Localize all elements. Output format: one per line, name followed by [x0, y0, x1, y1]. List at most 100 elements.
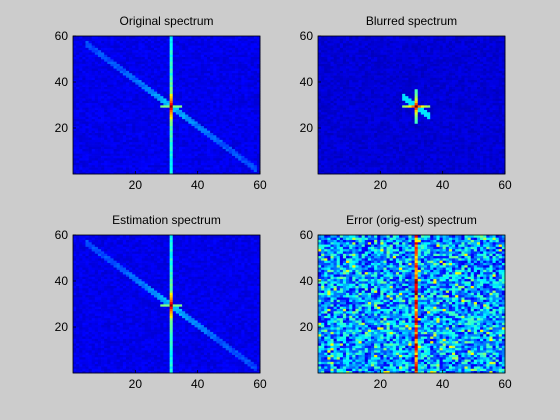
heatmap-cell — [163, 155, 167, 159]
heatmap-cell — [241, 59, 245, 62]
heatmap-cell — [191, 162, 195, 166]
heatmap-cell — [364, 167, 369, 170]
heatmap-cell — [349, 146, 353, 150]
heatmap-cell — [225, 98, 230, 101]
heatmap-cell — [110, 65, 114, 69]
heatmap-cell — [150, 75, 155, 78]
heatmap-cell — [116, 56, 121, 60]
heatmap-cell — [172, 54, 177, 58]
heatmap-cell — [194, 49, 199, 53]
heatmap-cell — [235, 82, 239, 85]
heatmap-cell — [113, 42, 117, 46]
heatmap-cell — [336, 164, 341, 168]
heatmap-cell — [470, 157, 475, 161]
heatmap-cell — [85, 111, 89, 115]
heatmap-cell — [389, 151, 394, 154]
heatmap-cell — [73, 105, 77, 108]
heatmap-cell — [417, 128, 422, 131]
heatmap-cell — [225, 125, 230, 129]
heatmap-cell — [473, 132, 478, 136]
heatmap-cell — [374, 139, 378, 143]
heatmap-cell — [104, 45, 108, 48]
heatmap-cell — [374, 153, 378, 156]
heatmap-cell — [423, 167, 428, 170]
heatmap-cell — [175, 102, 180, 106]
heatmap-cell — [188, 63, 192, 67]
heatmap-cell — [178, 167, 183, 170]
heatmap-cell — [213, 167, 217, 170]
heatmap-cell — [97, 132, 102, 136]
heatmap-cell — [442, 134, 447, 138]
heatmap-cell — [197, 49, 202, 53]
heatmap-cell — [346, 153, 350, 156]
heatmap-cell — [147, 169, 152, 173]
heatmap-cell — [110, 38, 114, 41]
heatmap-cell — [94, 54, 99, 58]
heatmap-cell — [355, 144, 359, 147]
heatmap-cell — [194, 123, 199, 127]
heatmap-cell — [125, 77, 130, 81]
heatmap-cell — [222, 146, 227, 150]
heatmap-cell — [225, 75, 230, 78]
heatmap-cell — [169, 109, 174, 113]
heatmap-cell — [116, 155, 121, 159]
heatmap-cell — [188, 162, 192, 166]
heatmap-cell — [253, 52, 258, 55]
heatmap-cell — [238, 42, 242, 46]
heatmap-cell — [486, 121, 490, 124]
heatmap-cell — [333, 139, 338, 143]
heatmap-cell — [200, 72, 205, 76]
heatmap-cell — [370, 128, 375, 131]
heatmap-cell — [213, 171, 217, 175]
heatmap-cell — [327, 144, 331, 147]
heatmap-cell — [141, 107, 146, 110]
heatmap-cell — [141, 59, 146, 62]
heatmap-cell — [439, 128, 444, 131]
heatmap-cell — [104, 105, 108, 108]
heatmap-cell — [157, 36, 161, 39]
heatmap-cell — [420, 125, 425, 129]
heatmap-cell — [82, 63, 86, 67]
heatmap-cell — [178, 82, 183, 85]
heatmap-cell — [141, 38, 146, 41]
heatmap-cell — [377, 146, 381, 150]
heatmap-cell — [392, 162, 397, 166]
heatmap-cell — [333, 128, 338, 131]
heatmap-cell — [247, 52, 251, 55]
heatmap-cell — [104, 109, 108, 113]
heatmap-cell — [225, 47, 230, 51]
heatmap-cell — [247, 157, 251, 161]
heatmap-cell — [113, 169, 117, 173]
heatmap-cell — [188, 100, 192, 104]
heatmap-cell — [82, 82, 86, 85]
heatmap-cell — [200, 61, 205, 64]
heatmap-cell — [228, 36, 233, 39]
heatmap-cell — [241, 160, 245, 163]
heatmap-cell — [399, 144, 403, 147]
heatmap-cell — [253, 148, 258, 152]
heatmap-cell — [321, 157, 325, 161]
heatmap-cell — [355, 155, 359, 159]
heatmap-cell — [147, 65, 152, 69]
heatmap-cell — [216, 153, 220, 156]
heatmap-cell — [241, 56, 245, 60]
heatmap-cell — [383, 146, 387, 150]
heatmap-cell — [377, 125, 381, 129]
heatmap-cell — [203, 52, 208, 55]
heatmap-cell — [144, 139, 149, 143]
heatmap-cell — [125, 86, 130, 90]
heatmap-cell — [423, 121, 428, 124]
heatmap-cell — [439, 144, 444, 147]
heatmap-cell — [135, 88, 139, 92]
heatmap-cell — [113, 38, 117, 41]
heatmap-cell — [104, 52, 108, 55]
heatmap-cell — [104, 59, 108, 62]
heatmap-cell — [228, 137, 233, 140]
heatmap-cell — [327, 148, 331, 152]
heatmap-cell — [150, 49, 155, 53]
heatmap-cell — [336, 153, 341, 156]
heatmap-cell — [467, 151, 472, 154]
heatmap-cell — [458, 132, 462, 136]
heatmap-cell — [430, 134, 434, 138]
heatmap-cell — [154, 121, 158, 124]
